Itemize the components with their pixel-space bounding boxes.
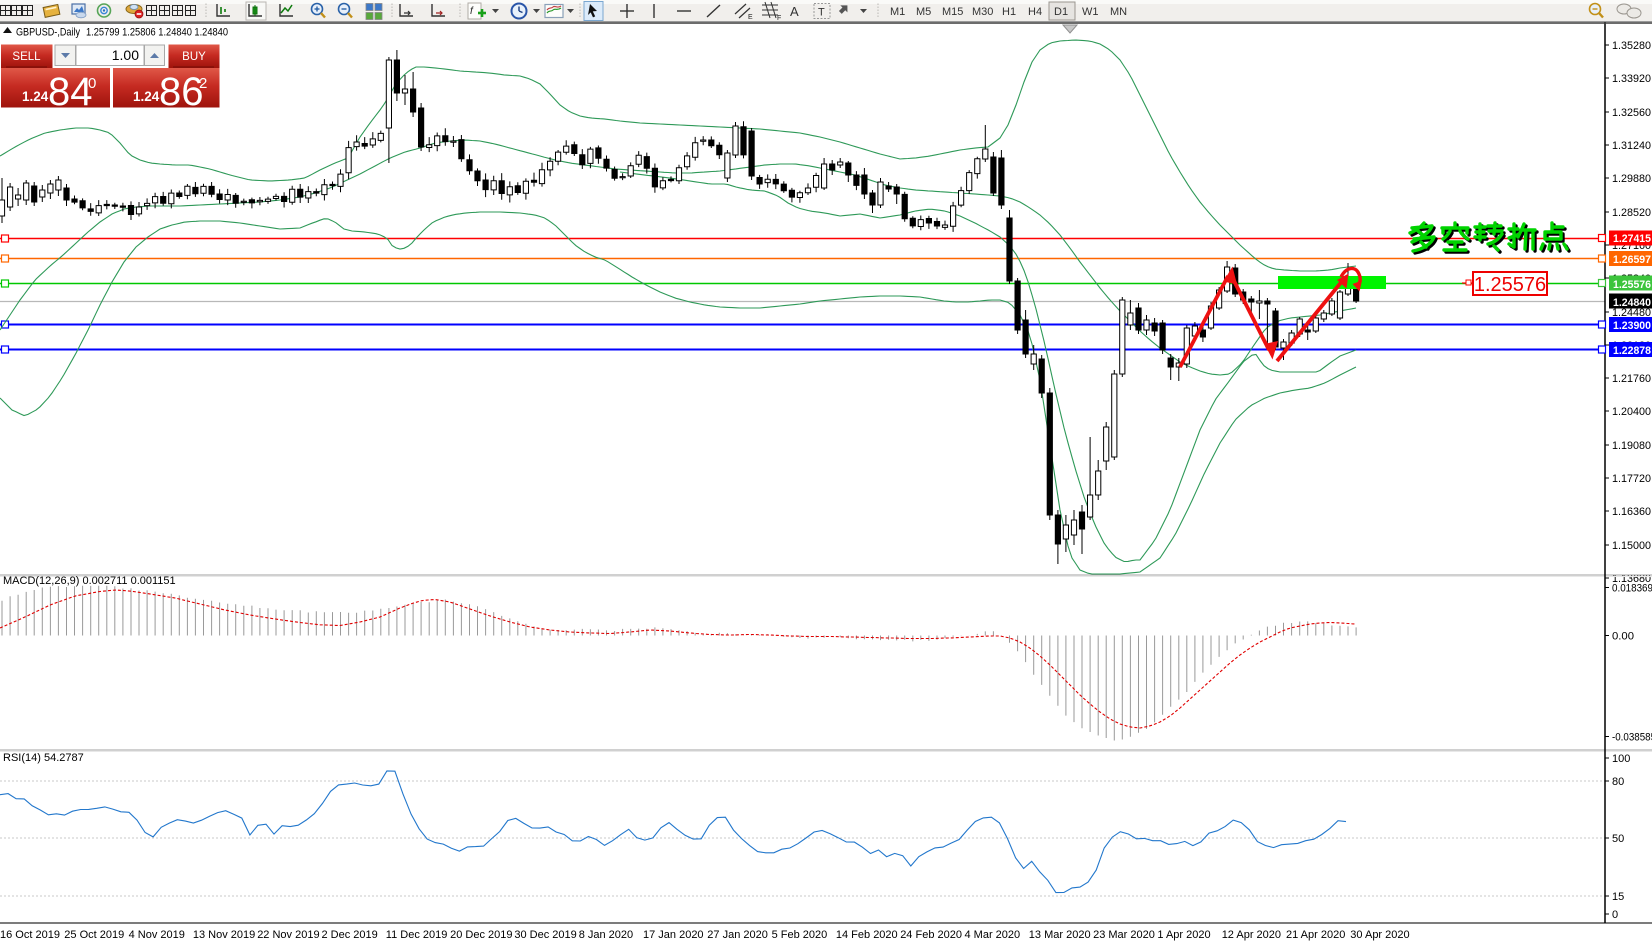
svg-text:1.29880: 1.29880 (1612, 173, 1651, 185)
svg-text:1.24480: 1.24480 (1612, 307, 1651, 319)
svg-text:4 Mar 2020: 4 Mar 2020 (965, 929, 1021, 941)
svg-text:T: T (818, 7, 825, 19)
svg-text:17 Jan 2020: 17 Jan 2020 (643, 929, 704, 941)
svg-text:30 Apr 2020: 30 Apr 2020 (1350, 929, 1409, 941)
svg-text:24 Feb 2020: 24 Feb 2020 (900, 929, 962, 941)
svg-text:W1: W1 (1082, 6, 1099, 18)
svg-text:2: 2 (199, 75, 207, 92)
svg-text:23 Mar 2020: 23 Mar 2020 (1093, 929, 1155, 941)
svg-text:84: 84 (48, 70, 93, 114)
svg-text:1.24: 1.24 (22, 89, 49, 104)
svg-text:50: 50 (1612, 833, 1624, 845)
svg-text:1.23900: 1.23900 (1613, 320, 1651, 332)
svg-text:SELL: SELL (12, 51, 41, 63)
svg-text:21 Apr 2020: 21 Apr 2020 (1286, 929, 1345, 941)
svg-text:1.25576: 1.25576 (1613, 279, 1651, 291)
svg-text:1.28520: 1.28520 (1612, 207, 1651, 219)
svg-text:5 Feb 2020: 5 Feb 2020 (772, 929, 828, 941)
svg-text:100: 100 (1612, 753, 1630, 765)
svg-text:1.17720: 1.17720 (1612, 473, 1651, 485)
svg-text:GBPUSD-,Daily: GBPUSD-,Daily (16, 27, 80, 39)
svg-text:1.00: 1.00 (112, 47, 139, 63)
svg-text:D1: D1 (1054, 6, 1068, 18)
svg-text:0: 0 (1612, 909, 1618, 921)
svg-text:H4: H4 (1028, 6, 1042, 18)
svg-text:M30: M30 (972, 6, 993, 18)
svg-text:86: 86 (159, 70, 204, 114)
svg-text:f: f (470, 6, 474, 17)
svg-text:MACD(12,26,9) 0.002711 0.00115: MACD(12,26,9) 0.002711 0.001151 (3, 575, 176, 587)
svg-text:1.32560: 1.32560 (1612, 107, 1651, 119)
svg-text:M1: M1 (890, 6, 905, 18)
svg-text:1.22878: 1.22878 (1613, 345, 1651, 357)
svg-text:RSI(14) 54.2787: RSI(14) 54.2787 (3, 752, 84, 764)
svg-text:F: F (777, 15, 781, 22)
svg-text:1.15000: 1.15000 (1612, 540, 1651, 552)
svg-text:1.27415: 1.27415 (1613, 233, 1651, 245)
svg-text:-0.038585: -0.038585 (1612, 732, 1652, 744)
svg-text:25 Oct 2019: 25 Oct 2019 (64, 929, 124, 941)
svg-text:M5: M5 (916, 6, 931, 18)
svg-text:1.19080: 1.19080 (1612, 440, 1651, 452)
svg-text:14 Feb 2020: 14 Feb 2020 (836, 929, 898, 941)
svg-text:1.25576: 1.25576 (1474, 274, 1546, 296)
svg-text:20 Dec 2019: 20 Dec 2019 (450, 929, 512, 941)
svg-text:1 Apr 2020: 1 Apr 2020 (1157, 929, 1210, 941)
svg-text:8 Jan 2020: 8 Jan 2020 (579, 929, 633, 941)
svg-text:1.35280: 1.35280 (1612, 40, 1651, 52)
svg-text:H1: H1 (1002, 6, 1016, 18)
svg-text:M15: M15 (942, 6, 963, 18)
svg-text:16 Oct 2019: 16 Oct 2019 (0, 929, 60, 941)
svg-text:E: E (748, 14, 753, 21)
svg-text:0: 0 (88, 75, 96, 92)
svg-text:1.24: 1.24 (133, 89, 160, 104)
svg-text:80: 80 (1612, 776, 1624, 788)
svg-text:1.25799 1.25806 1.24840 1.2484: 1.25799 1.25806 1.24840 1.24840 (86, 27, 228, 39)
svg-text:MN: MN (1110, 6, 1127, 18)
svg-text:A: A (790, 4, 799, 19)
svg-text:4 Nov 2019: 4 Nov 2019 (129, 929, 185, 941)
svg-text:BUY: BUY (182, 51, 206, 63)
svg-text:22 Nov 2019: 22 Nov 2019 (257, 929, 319, 941)
svg-text:15: 15 (1612, 891, 1624, 903)
svg-text:1.20400: 1.20400 (1612, 406, 1651, 418)
svg-text:13 Mar 2020: 13 Mar 2020 (1029, 929, 1091, 941)
svg-text:11 Dec 2019: 11 Dec 2019 (386, 929, 448, 941)
svg-text:2 Dec 2019: 2 Dec 2019 (322, 929, 378, 941)
svg-text:27 Jan 2020: 27 Jan 2020 (707, 929, 768, 941)
svg-text:13 Nov 2019: 13 Nov 2019 (193, 929, 255, 941)
svg-text:0.018369: 0.018369 (1612, 583, 1652, 595)
svg-text:1.26597: 1.26597 (1613, 254, 1651, 266)
svg-text:1.24840: 1.24840 (1613, 297, 1651, 309)
svg-text:12 Apr 2020: 12 Apr 2020 (1222, 929, 1281, 941)
svg-text:1.33920: 1.33920 (1612, 73, 1651, 85)
svg-text:1.31240: 1.31240 (1612, 140, 1651, 152)
svg-text:1.16360: 1.16360 (1612, 506, 1651, 518)
svg-text:1.21760: 1.21760 (1612, 373, 1651, 385)
svg-text:30 Dec 2019: 30 Dec 2019 (514, 929, 576, 941)
svg-text:0.00: 0.00 (1612, 631, 1634, 643)
